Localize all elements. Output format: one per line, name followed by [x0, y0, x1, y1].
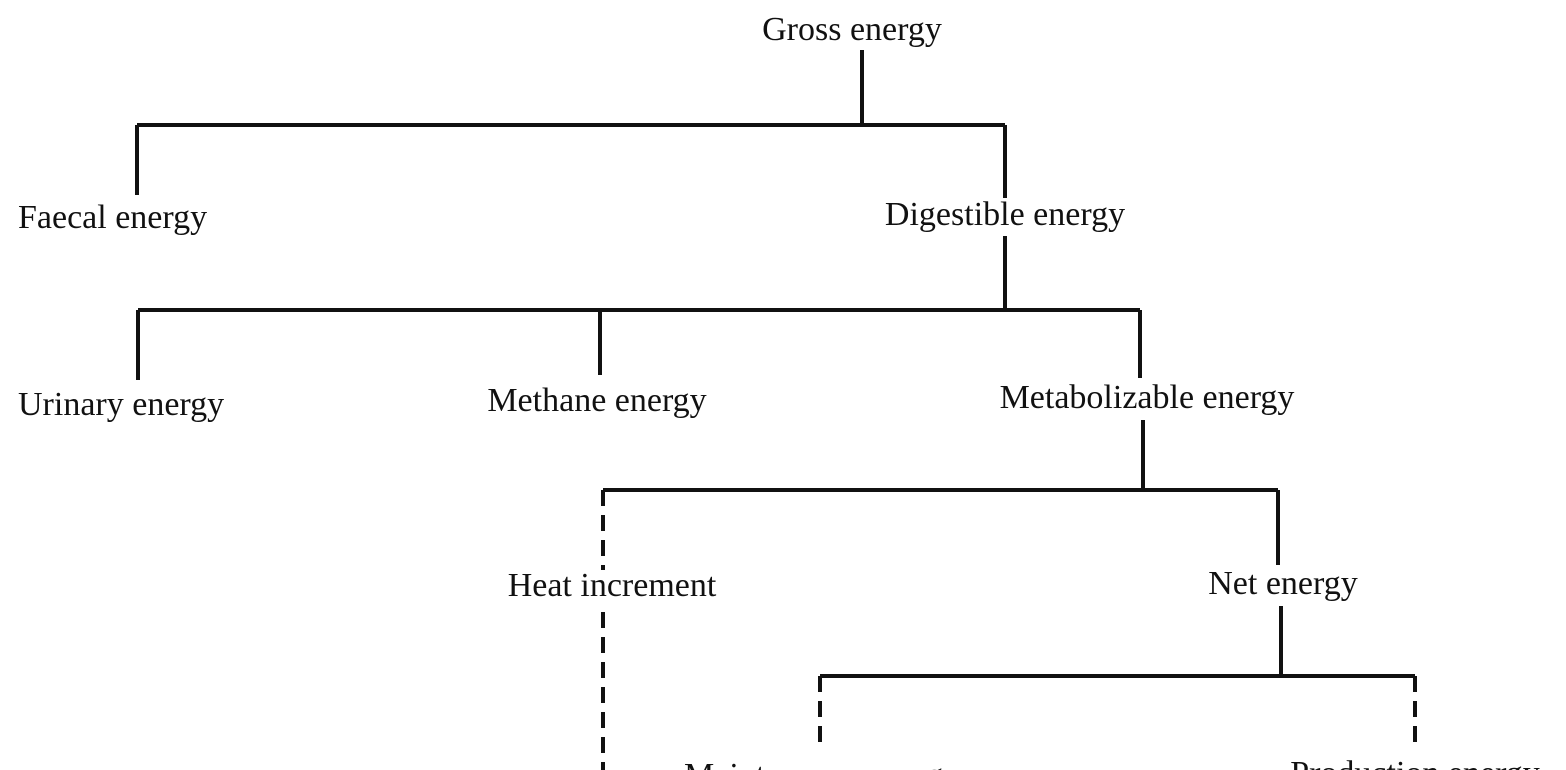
node-label: Net energy: [1208, 565, 1357, 602]
node-label: Production energy: [1290, 755, 1540, 770]
connectors: [135, 50, 1417, 770]
node-label: Heat increment: [508, 567, 717, 604]
node-label: Faecal energy: [18, 199, 207, 236]
node-label: Urinary energy: [18, 386, 224, 423]
node-label: Gross energy: [762, 11, 942, 48]
node-label: Digestible energy: [885, 196, 1125, 233]
node-label: Methane energy: [487, 382, 706, 419]
node-label: Maintenance energy: [684, 757, 960, 770]
node-label: Metabolizable energy: [1000, 379, 1295, 416]
